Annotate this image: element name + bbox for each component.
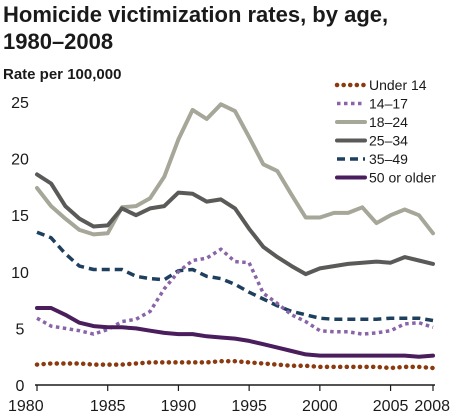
series-line-5 — [35, 306, 435, 359]
legend-label-2: 18–24 — [369, 114, 408, 130]
legend-label-1: 14–17 — [369, 96, 408, 112]
chart-title-line1: Homicide victimization rates, by age, — [3, 2, 388, 27]
series-line-3 — [35, 172, 435, 277]
x-tick-label: 2008 — [414, 398, 450, 415]
y-tick-label: 10 — [11, 265, 29, 282]
x-tick-label: 2005 — [373, 398, 409, 415]
x-tick-label: 2000 — [302, 398, 338, 415]
legend: Under 14 14–17 18–24 25–34 35–49 50 or older — [334, 77, 436, 186]
legend-label-3: 25–34 — [369, 133, 408, 149]
series-line-1 — [36, 247, 434, 336]
y-tick-label: 15 — [11, 208, 29, 225]
chart-title-line2: 1980–2008 — [3, 29, 113, 54]
series-line-0 — [34, 358, 436, 371]
series-line-4 — [36, 230, 434, 323]
y-tick-label: 20 — [11, 152, 29, 169]
legend-label-5: 50 or older — [369, 170, 436, 186]
series-line-2 — [35, 102, 435, 237]
legend-label-0: Under 14 — [369, 77, 427, 93]
x-tick-label: 1995 — [231, 398, 267, 415]
x-tick-label: 1980 — [8, 398, 44, 415]
legend-label-4: 35–49 — [369, 151, 408, 167]
x-tick-label: 1985 — [90, 398, 126, 415]
y-tick-label: 0 — [16, 378, 25, 395]
axes: 0 5 10 15 20 25 1980 1985 1990 1995 2000 2005 2008 — [8, 95, 450, 415]
y-tick-label: 5 — [16, 321, 25, 338]
y-tick-label: 25 — [11, 95, 29, 112]
y-axis-label: Rate per 100,000 — [3, 66, 121, 83]
plot-area — [34, 102, 436, 371]
x-tick-label: 1990 — [161, 398, 197, 415]
